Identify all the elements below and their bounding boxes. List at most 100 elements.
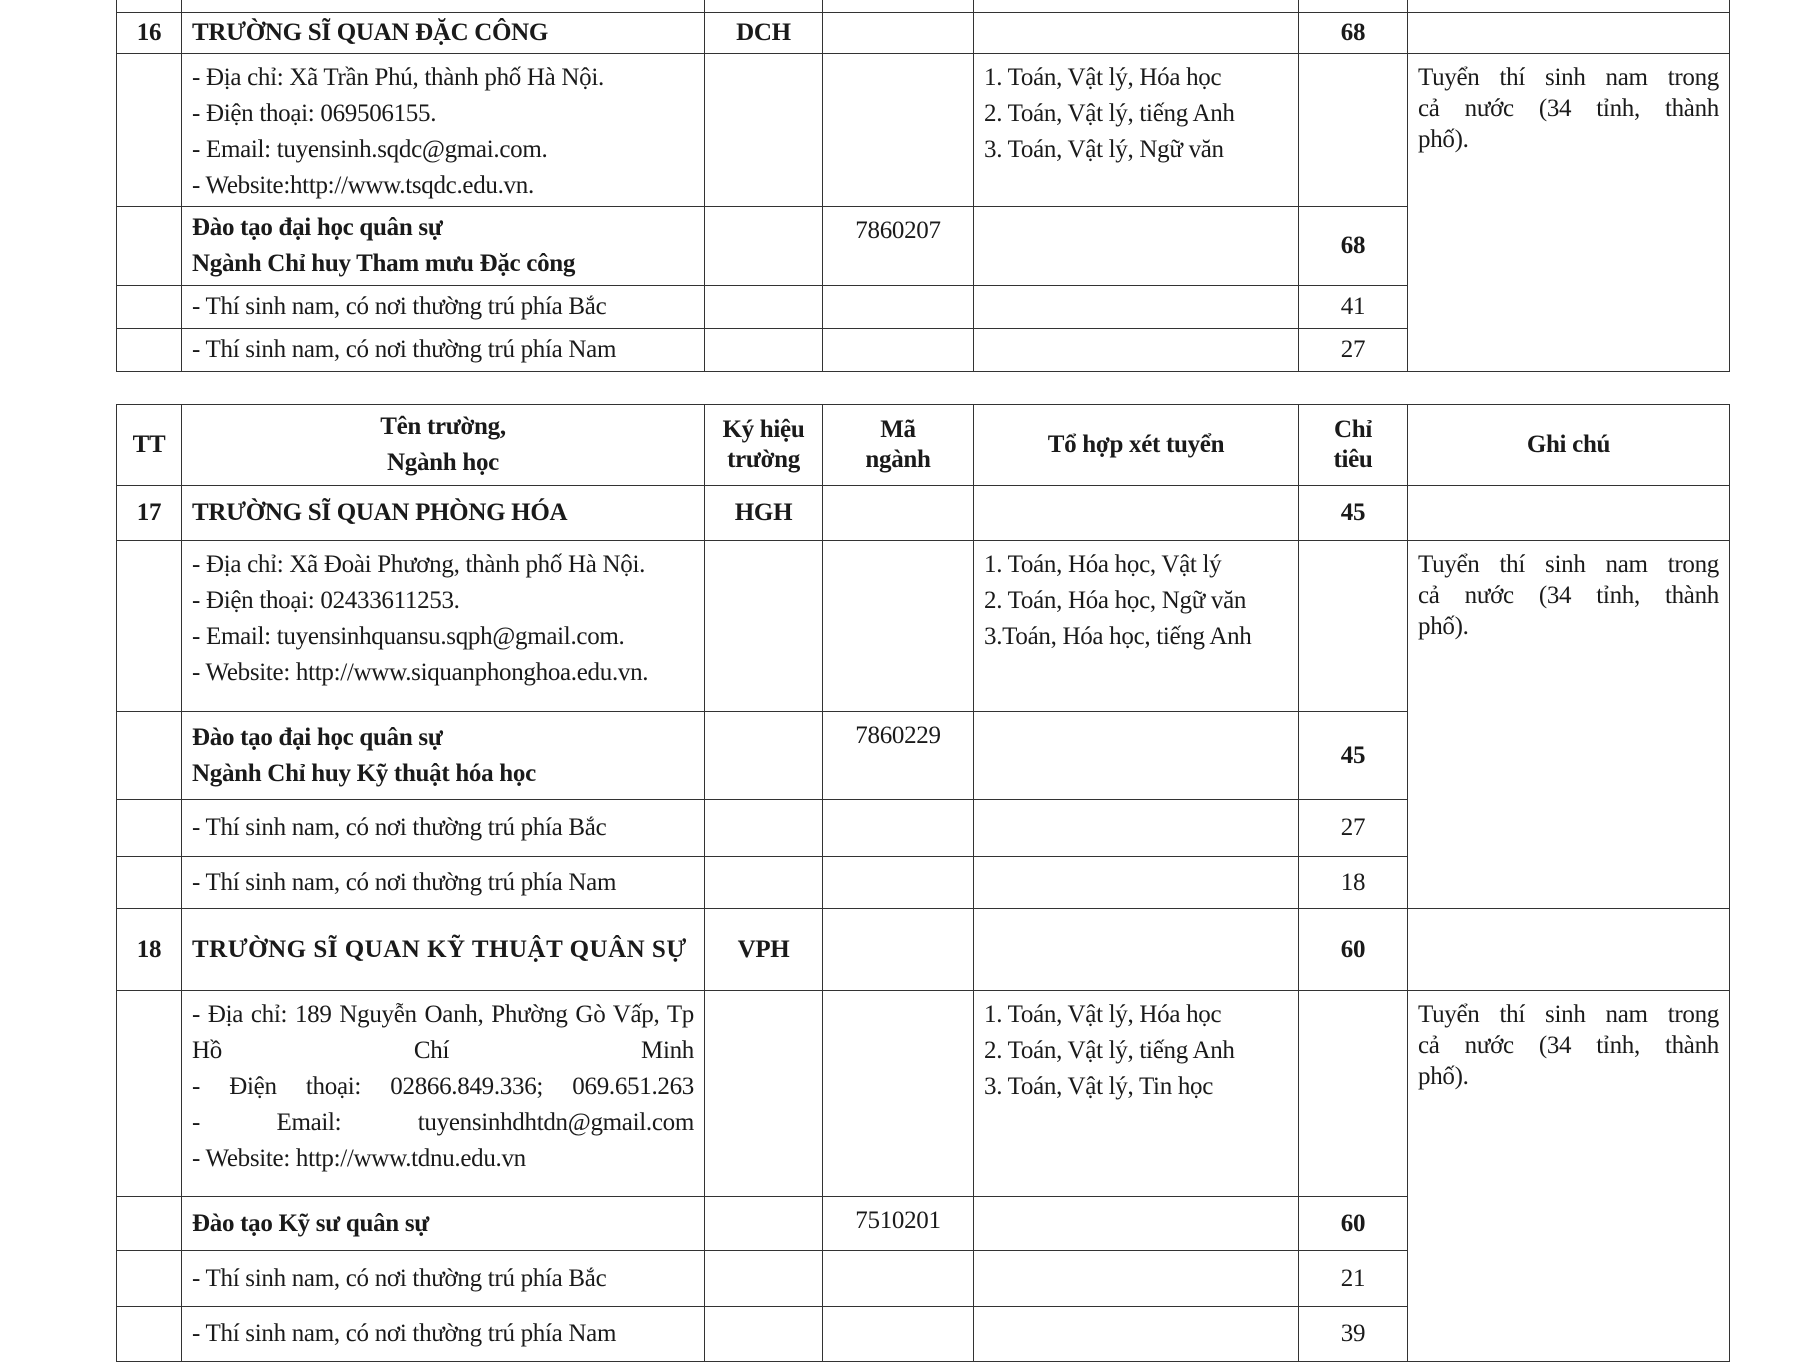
empty-cell [822, 53, 974, 207]
school-info-row: - Địa chỉ: Xã Đoài Phương, thành phố Hà … [116, 540, 1730, 909]
cut-off-row [116, 0, 1730, 13]
quota-label: - Thí sinh nam, có nơi thường trú phía N… [181, 1306, 705, 1362]
empty-cell [704, 1306, 823, 1362]
empty-cell [704, 206, 823, 286]
empty-cell [704, 285, 823, 329]
empty-cell [116, 1196, 182, 1251]
empty-cell [1407, 908, 1730, 991]
program-name: Đào tạo đại học quân sự Ngành Chỉ huy Tha… [181, 206, 705, 286]
text-line: - Điện thoại: 069506155. [192, 100, 437, 127]
empty-cell [704, 328, 823, 372]
header-school-code: Ký hiệu trường [704, 404, 823, 486]
empty-cell [116, 206, 182, 286]
text-line: Ngành Chỉ huy Tham mưu Đặc công [192, 250, 576, 277]
empty-cell [973, 1306, 1299, 1362]
header-major-code: Mã ngành [822, 404, 974, 486]
quota-value: 27 [1298, 799, 1408, 857]
empty-cell [1407, 12, 1730, 54]
major-code: 7510201 [822, 1196, 974, 1251]
quota-label: - Thí sinh nam, có nơi thường trú phía B… [181, 1250, 705, 1307]
text-line: Đào tạo Kỹ sư quân sự [192, 1209, 429, 1237]
empty-cell [822, 285, 974, 329]
subject-combinations: 1. Toán, Vật lý, Hóa học 2. Toán, Vật lý,… [973, 53, 1299, 207]
header-subjects: Tổ hợp xét tuyển [973, 404, 1299, 486]
school-code: HGH [704, 485, 823, 541]
text-line: TRƯỜNG SĨ QUAN PHÒNG HÓA [192, 499, 568, 526]
admissions-table-part-2: TT Tên trường, Ngành học Ký hiệu trường Mã… [116, 404, 1730, 1362]
text-line: - Email: tuyensinhdhtdn@gmail.com [192, 1109, 694, 1136]
empty-cell [704, 990, 823, 1197]
admissions-table-part-1: 16 TRƯỜNG SĨ QUAN ĐẶC CÔNG DCH 68 - Địa chỉ:… [116, 0, 1730, 372]
text-line: - Website: http://www.siquanphonghoa.edu… [192, 659, 649, 686]
quota-label: - Thí sinh nam, có nơi thường trú phía N… [181, 856, 705, 909]
school-quota: 45 [1298, 485, 1408, 541]
subject-combinations: 1. Toán, Vật lý, Hóa học 2. Toán, Vật lý,… [973, 990, 1299, 1197]
empty-cell [973, 799, 1299, 857]
quota-label: - Thí sinh nam, có nơi thường trú phía N… [181, 328, 705, 372]
empty-cell [1298, 990, 1408, 1197]
text-line: 2. Toán, Vật lý, tiếng Anh [984, 100, 1235, 127]
empty-cell [973, 12, 1299, 54]
school-contact-info: - Địa chỉ: 189 Nguyễn Oanh, Phường Gò Vấ… [181, 990, 705, 1197]
header-name: Tên trường, Ngành học [181, 404, 705, 486]
quota-value: 18 [1298, 856, 1408, 909]
empty-cell [973, 908, 1299, 991]
empty-cell [116, 711, 182, 800]
program-row: Đào tạo đại học quân sự Ngành Chỉ huy Kỹ … [116, 711, 1730, 800]
empty-cell [822, 485, 974, 541]
quota-row: - Thí sinh nam, có nơi thường trú phía N… [116, 328, 1730, 372]
empty-cell [704, 1196, 823, 1251]
empty-cell [822, 990, 974, 1197]
major-code: 7860229 [822, 711, 974, 800]
major-code: 7860207 [822, 206, 974, 286]
school-quota: 68 [1298, 12, 1408, 54]
empty-cell [822, 1306, 974, 1362]
text-line: 2. Toán, Vật lý, tiếng Anh [984, 1037, 1235, 1064]
empty-cell [704, 540, 823, 712]
text-line: - Địa chỉ: 189 Nguyễn Oanh, Phường Gò Vấ… [192, 1001, 694, 1064]
empty-cell [973, 285, 1299, 329]
empty-cell [116, 856, 182, 909]
empty-cell [822, 540, 974, 712]
empty-cell [704, 53, 823, 207]
empty-cell [973, 485, 1299, 541]
school-code: VPH [704, 908, 823, 991]
school-code: DCH [704, 12, 823, 54]
empty-cell [116, 328, 182, 372]
empty-cell [822, 12, 974, 54]
text-line: 3. Toán, Vật lý, Tin học [984, 1073, 1214, 1100]
empty-cell [822, 1250, 974, 1307]
header-quota: Chỉ tiêu [1298, 404, 1408, 486]
empty-cell [822, 799, 974, 857]
school-name: TRƯỜNG SĨ QUAN ĐẶC CÔNG [181, 12, 705, 54]
empty-cell [704, 799, 823, 857]
note: Tuyển thí sinh nam trong cả nước (34 tỉn… [1407, 540, 1730, 909]
school-quota: 60 [1298, 908, 1408, 991]
program-name: Đào tạo Kỹ sư quân sự [181, 1196, 705, 1251]
empty-cell [116, 1250, 182, 1307]
program-quota: 60 [1298, 1196, 1408, 1251]
text-line: Đào tạo đại học quân sự [192, 723, 443, 751]
school-row: 18 TRƯỜNG SĨ QUAN KỸ THUẬT QUÂN SỰ VPH 60 [116, 908, 1730, 991]
school-info-row: - Địa chỉ: 189 Nguyễn Oanh, Phường Gò Vấ… [116, 990, 1730, 1362]
program-row: Đào tạo Kỹ sư quân sự 7510201 60 [116, 1196, 1730, 1251]
empty-cell [822, 328, 974, 372]
header-row: TT Tên trường, Ngành học Ký hiệu trường Mã… [116, 404, 1730, 486]
empty-cell [822, 908, 974, 991]
empty-cell [1407, 485, 1730, 541]
quota-label: - Thí sinh nam, có nơi thường trú phía B… [181, 799, 705, 857]
quota-value: 27 [1298, 328, 1408, 372]
program-quota: 45 [1298, 711, 1408, 800]
note: Tuyển thí sinh nam trong cả nước (34 tỉn… [1407, 53, 1730, 372]
empty-cell [973, 1250, 1299, 1307]
quota-row: - Thí sinh nam, có nơi thường trú phía N… [116, 1306, 1730, 1362]
text-line: - Website: http://www.tdnu.edu.vn [192, 1145, 526, 1172]
school-number: 17 [116, 485, 182, 541]
empty-cell [704, 1250, 823, 1307]
empty-cell [116, 799, 182, 857]
program-name: Đào tạo đại học quân sự Ngành Chỉ huy Kỹ … [181, 711, 705, 800]
text-line: Ngành Chỉ huy Kỹ thuật hóa học [192, 759, 536, 787]
text-line: - Điện thoại: 02433611253. [192, 587, 460, 614]
text-line: TRƯỜNG SĨ QUAN ĐẶC CÔNG [192, 19, 549, 46]
empty-cell [973, 206, 1299, 286]
